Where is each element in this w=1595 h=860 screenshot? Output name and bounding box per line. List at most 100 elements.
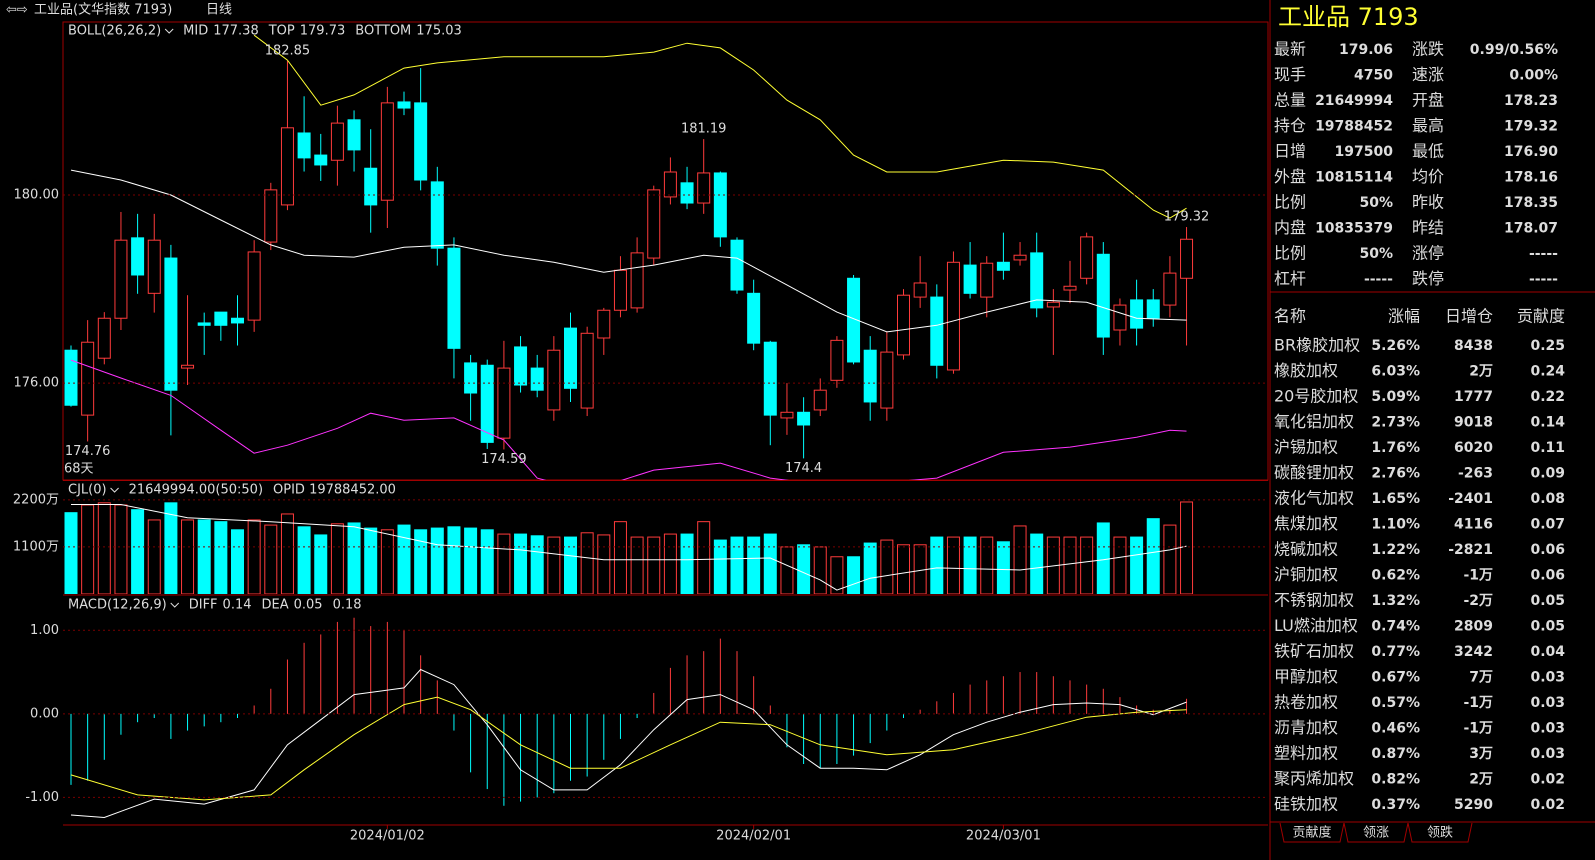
x-tick-label: 2024/01/02: [350, 829, 425, 844]
cell: 0.05: [1530, 619, 1565, 635]
candle-body: [630, 252, 644, 309]
cell: 聚丙烯加权: [1274, 769, 1354, 788]
cell: 0.02: [1530, 797, 1565, 813]
y-tick-label: -1.00: [25, 790, 59, 805]
volume-bar: [963, 536, 977, 594]
cell: 0.02: [1530, 772, 1565, 788]
quote-label: 日增: [1274, 142, 1306, 161]
dropdown[interactable]: [110, 487, 119, 493]
tab-label[interactable]: 贡献度: [1292, 825, 1331, 841]
candle-body: [680, 182, 694, 204]
cell: 2809: [1454, 619, 1493, 635]
quote-label: 均价: [1412, 167, 1444, 186]
volume-bar: [480, 529, 494, 594]
volume-bar: [847, 556, 861, 594]
cell: 0.77%: [1371, 644, 1420, 660]
volume-bar: [863, 542, 877, 594]
indicator-name: MID: [183, 24, 208, 39]
volume-bar: [730, 536, 744, 594]
candle-body: [547, 349, 561, 411]
quote-label: 最高: [1412, 116, 1444, 135]
candle-body: [663, 171, 677, 198]
indicator-line: [70, 359, 1187, 480]
indicator-name: BOTTOM: [355, 24, 411, 39]
frame: [62, 0, 1595, 860]
candle-body: [530, 367, 544, 391]
period-selector[interactable]: 日线: [206, 3, 232, 18]
cell: 0.06: [1530, 568, 1565, 584]
quote-value: 179.32: [1504, 119, 1558, 135]
cell: 7万: [1469, 670, 1493, 686]
candle-body: [946, 261, 960, 371]
volume-bar: [880, 539, 894, 594]
indicator-value: 177.38: [213, 24, 259, 39]
cell: 0.11: [1530, 440, 1565, 456]
volume-bar: [797, 544, 811, 594]
y-tick-label: 2200万: [13, 492, 59, 507]
candle-body: [181, 364, 195, 369]
tab[interactable]: [1279, 822, 1345, 843]
volume-bar: [131, 509, 145, 594]
volume-bar: [280, 513, 294, 594]
y-tick-label: 0.00: [30, 706, 59, 721]
header-icon[interactable]: ⇦⇨: [6, 3, 28, 18]
volume-bar: [1080, 536, 1094, 594]
quote-label: 比例: [1274, 193, 1306, 212]
cell: 3242: [1454, 644, 1493, 660]
volume-bar: [1096, 522, 1110, 594]
candle-body: [1163, 272, 1177, 306]
candle-body: [280, 127, 294, 206]
volume-bar: [1013, 525, 1027, 594]
candle-body: [380, 102, 394, 201]
cell: 6.03%: [1371, 364, 1420, 380]
cell: 0.04: [1530, 644, 1565, 660]
cell: 3万: [1469, 746, 1493, 762]
annotation: 179.32: [1164, 210, 1210, 225]
tab-label[interactable]: 领涨: [1363, 826, 1389, 841]
volume-bar: [930, 536, 944, 594]
volume-bar: [697, 521, 711, 594]
candle-body: [863, 349, 877, 403]
volume-bar: [1030, 533, 1044, 594]
indicator-name: DIFF: [189, 598, 218, 613]
candle-body: [1146, 299, 1160, 319]
volume-bar: [81, 504, 95, 594]
volume-bar: [613, 521, 627, 594]
dropdown[interactable]: [170, 602, 180, 608]
quote-value: 179.06: [1339, 42, 1393, 58]
dropdown[interactable]: [164, 28, 174, 34]
x-tick-label: 2024/02/01: [716, 829, 791, 844]
tab[interactable]: [1407, 822, 1473, 843]
volume-bar: [1063, 536, 1077, 594]
cell: 5.09%: [1371, 389, 1420, 405]
volume-bar: [164, 502, 178, 594]
cell: 5290: [1454, 797, 1493, 813]
candle-body: [730, 239, 744, 291]
volume-bar: [763, 533, 777, 594]
quote-value: 21649994: [1315, 93, 1393, 109]
annotation: 181.19: [681, 122, 727, 137]
indicator-title: CJL(0): [68, 483, 107, 498]
cell: BR橡胶加权: [1274, 336, 1360, 355]
quote-label: 开盘: [1412, 91, 1444, 110]
tab[interactable]: [1343, 822, 1409, 843]
quote-value: -----: [1364, 272, 1393, 288]
quote-label: 跌停: [1412, 269, 1444, 288]
indicator-value: 175.03: [416, 24, 462, 39]
candle-body: [347, 119, 361, 151]
candle-body: [713, 172, 727, 238]
volume-bar: [996, 541, 1010, 594]
cell: 橡胶加权: [1274, 361, 1338, 380]
candle-body: [780, 411, 794, 419]
volume-bar: [580, 532, 594, 594]
cell: 0.14: [1530, 415, 1565, 431]
header-title: 工业品(文华指数 7193): [34, 3, 172, 18]
tab-label[interactable]: 领跌: [1427, 825, 1453, 841]
candle-body: [330, 122, 344, 161]
volume-bar: [663, 533, 677, 594]
cell: 0.03: [1530, 670, 1565, 686]
cell: 0.82%: [1371, 772, 1420, 788]
volume-bar: [97, 502, 111, 594]
cell: 烧碱加权: [1274, 540, 1338, 559]
candle-body: [447, 247, 461, 349]
